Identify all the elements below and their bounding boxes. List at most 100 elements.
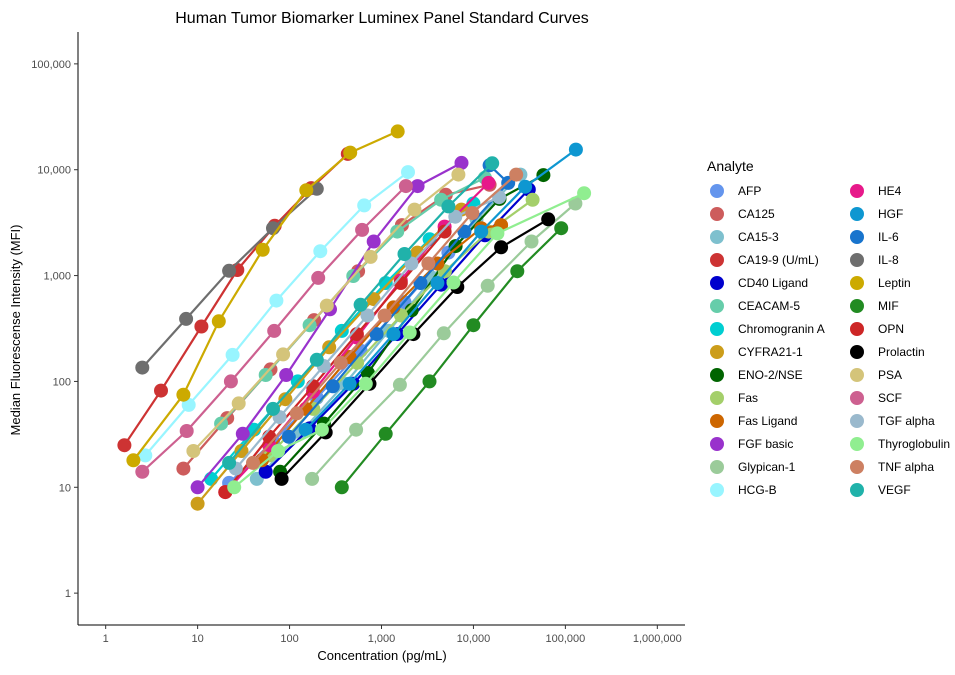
data-point-vegf <box>309 352 324 367</box>
data-point-thyroglobulin <box>402 325 417 340</box>
legend-item-chromogranin-a: Chromogranin A <box>710 322 825 336</box>
data-point-scf <box>398 179 413 194</box>
legend-label-eno-2-nse: ENO-2/NSE <box>738 368 803 382</box>
data-point-prolactin <box>274 471 289 486</box>
data-point-fgf-basic <box>454 155 469 170</box>
data-point-il-8 <box>135 360 150 375</box>
legend-item-afp: AFP <box>710 184 761 198</box>
y-tick-label: 100 <box>53 376 71 388</box>
data-point-psa <box>407 202 422 217</box>
data-point-hgf <box>474 224 489 239</box>
legend-key-hgf <box>850 207 864 221</box>
series-line-leptin <box>132 130 399 461</box>
legend-key-ceacam-5 <box>710 299 724 313</box>
legend-key-hcg-b <box>710 483 724 497</box>
y-tick-label: 10,000 <box>37 165 71 177</box>
data-point-hgf <box>342 376 357 391</box>
data-point-hgf <box>298 422 313 437</box>
data-point-thyroglobulin <box>271 444 286 458</box>
legend-item-ca19-9-u-ml: CA19-9 (U/mL) <box>710 253 819 267</box>
legend-label-vegf: VEGF <box>878 483 911 497</box>
legend-item-tnf-alpha: TNF alpha <box>850 460 934 474</box>
data-point-mif <box>554 221 569 236</box>
legend-item-cyfra21-1: CYFRA21-1 <box>710 345 803 359</box>
legend-item-tgf-alpha: TGF alpha <box>850 414 935 428</box>
data-point-hgf <box>568 142 583 157</box>
legend-label-afp: AFP <box>738 184 761 198</box>
legend-key-prolactin <box>850 345 864 359</box>
data-point-il-6 <box>281 429 296 444</box>
series-line-thyroglobulin <box>233 192 585 489</box>
x-tick-label: 100 <box>280 633 298 645</box>
series-glypican-1 <box>305 196 583 486</box>
legend-item-ca15-3: CA15-3 <box>710 230 779 244</box>
legend-label-cyfra21-1: CYFRA21-1 <box>738 345 803 359</box>
axes: 1 10 100 1,000 10,000 100,000 1,000,000 1 10 100 1… <box>31 32 685 645</box>
legend-label-ca15-3: CA15-3 <box>738 230 779 244</box>
data-point-tnf-alpha <box>246 455 260 470</box>
legend-label-il-8: IL-8 <box>878 253 899 267</box>
series-fgf-basic <box>190 155 469 495</box>
data-point-tnf-alpha <box>509 167 524 182</box>
data-point-ceacam-5 <box>390 224 405 239</box>
data-point-opn <box>437 224 452 239</box>
data-point-tnf-alpha <box>421 256 436 271</box>
legend-label-ceacam-5: CEACAM-5 <box>738 299 800 313</box>
legend-key-fas-ligand <box>710 414 724 428</box>
legend-label-il-6: IL-6 <box>878 230 899 244</box>
data-point-scf <box>311 270 326 285</box>
data-point-scf <box>179 424 194 438</box>
data-point-tgf-alpha <box>448 209 463 224</box>
data-point-leptin <box>176 387 191 402</box>
data-point-vegf <box>222 455 237 470</box>
data-point-psa <box>451 167 466 182</box>
data-point-cyfra21-1 <box>190 496 205 511</box>
x-tick-label: 10,000 <box>457 633 491 645</box>
data-point-il-6 <box>413 276 428 290</box>
data-point-hcg-b <box>225 347 240 362</box>
legend-item-psa: PSA <box>850 368 902 382</box>
data-point-glypican-1 <box>392 377 407 392</box>
series-line-il-8 <box>141 187 318 369</box>
legend-label-ca125: CA125 <box>738 207 775 221</box>
legend-key-ca125 <box>710 207 724 221</box>
legend-key-fgf-basic <box>710 437 724 451</box>
legend-label-ca19-9-u-ml: CA19-9 (U/mL) <box>738 253 819 267</box>
series-psa <box>186 167 466 458</box>
legend-key-eno-2-nse <box>710 368 724 382</box>
data-point-thyroglobulin <box>490 226 505 241</box>
legend-key-leptin <box>850 276 864 290</box>
legend-key-il-6 <box>850 230 864 244</box>
legend-item-leptin: Leptin <box>850 276 911 290</box>
data-point-il-6 <box>369 327 384 342</box>
legend-item-thyroglobulin: Thyroglobulin <box>850 437 950 451</box>
legend-key-cd40-ligand <box>710 276 724 290</box>
data-point-hcg-b <box>313 244 328 259</box>
data-point-cyfra21-1 <box>322 340 337 355</box>
legend-label-tgf-alpha: TGF alpha <box>878 414 935 428</box>
x-axis-title: Concentration (pg/mL) <box>317 648 446 663</box>
x-tick-label: 1,000 <box>368 633 396 645</box>
data-point-tgf-alpha <box>360 308 375 323</box>
legend-item-he4: HE4 <box>850 184 902 198</box>
data-point-cd40-ligand <box>258 464 273 479</box>
data-point-thyroglobulin <box>314 422 329 437</box>
data-point-leptin <box>343 145 358 160</box>
data-point-psa <box>363 249 378 264</box>
legend-label-mif: MIF <box>878 299 899 313</box>
legend-item-il-6: IL-6 <box>850 230 899 244</box>
data-point-mif <box>378 426 393 441</box>
legend-item-opn: OPN <box>850 322 904 336</box>
data-point-psa <box>276 347 291 362</box>
legend-key-ca19-9-u-ml <box>710 253 724 267</box>
legend-label-psa: PSA <box>878 368 902 382</box>
x-tick-label: 1,000,000 <box>633 633 682 645</box>
legend-key-tnf-alpha <box>850 460 864 474</box>
legend-label-opn: OPN <box>878 322 904 336</box>
data-point-scf <box>223 374 238 389</box>
x-tick-label: 1 <box>103 633 109 645</box>
legend-item-fas: Fas <box>710 391 758 405</box>
data-point-tnf-alpha <box>289 406 304 421</box>
y-tick-label: 1,000 <box>43 271 71 283</box>
legend-label-fas: Fas <box>738 391 758 405</box>
